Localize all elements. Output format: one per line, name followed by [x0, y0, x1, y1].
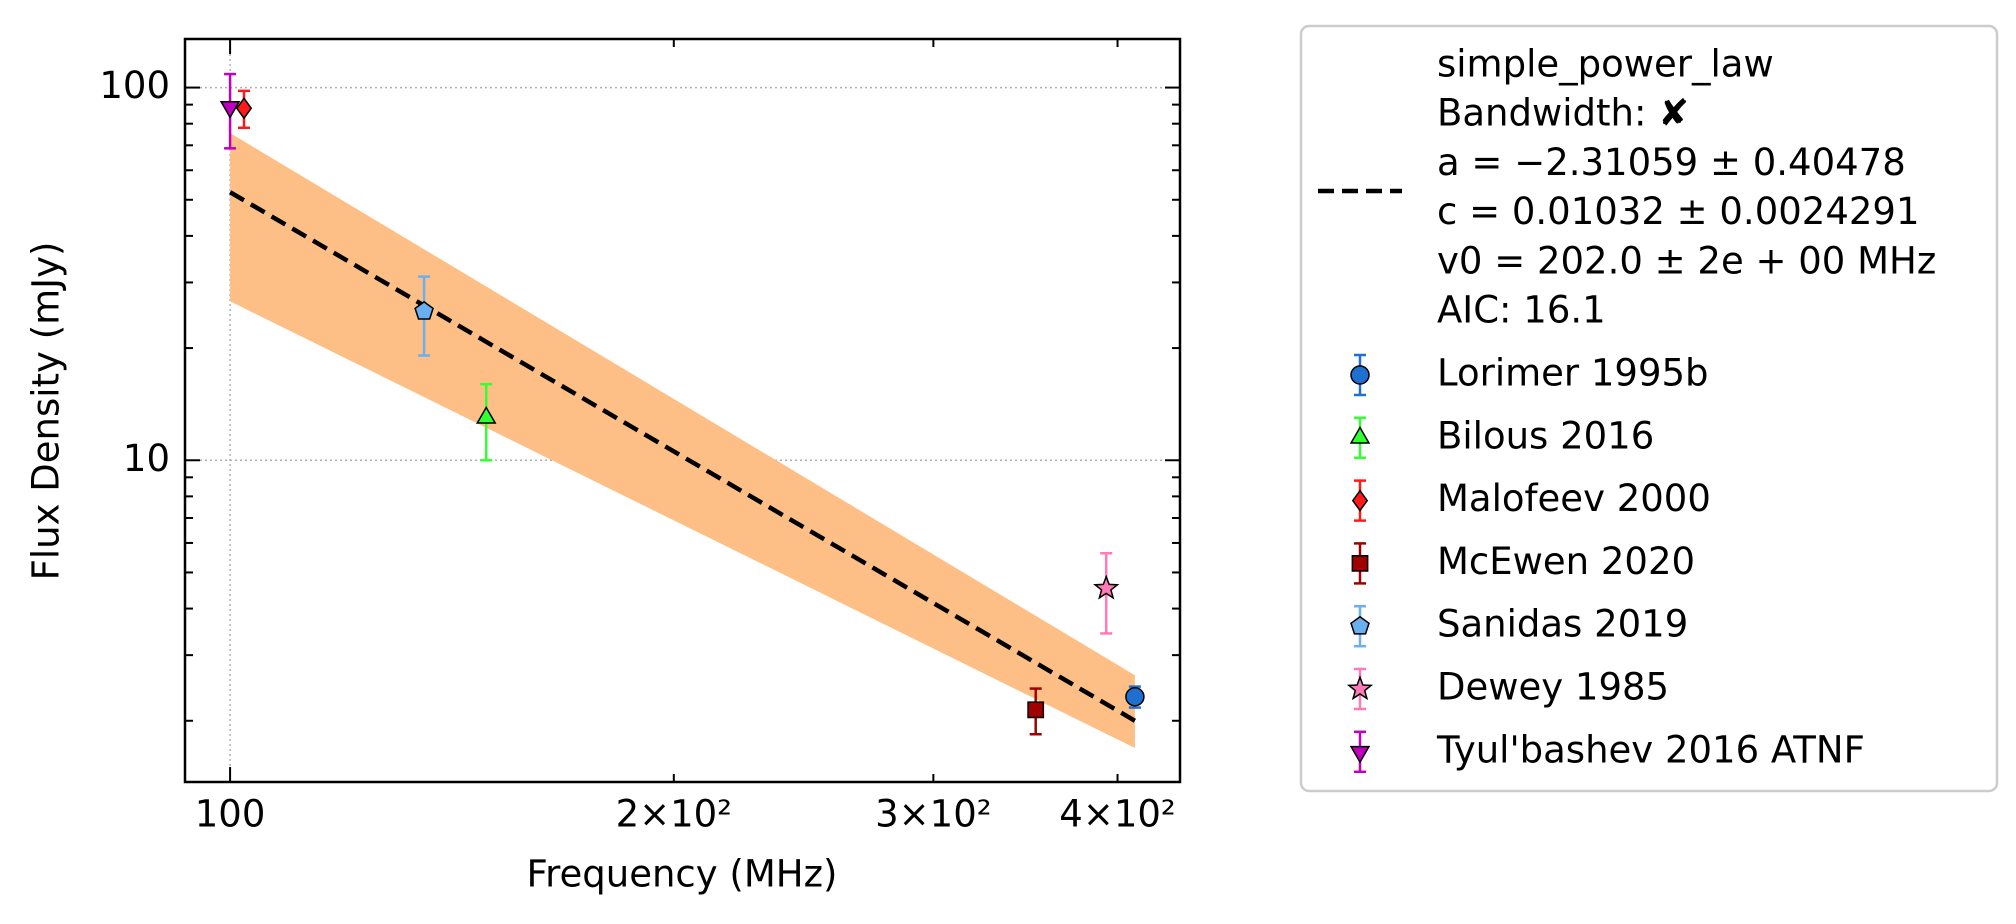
legend-label: c = 0.01032 ± 0.0024291: [1437, 190, 1919, 233]
legend-label: Malofeev 2000: [1437, 477, 1711, 520]
legend-label: Sanidas 2019: [1437, 603, 1688, 646]
marker: [1027, 701, 1045, 719]
y-axis-label: Flux Density (mJy): [25, 242, 68, 581]
legend-marker: [1350, 615, 1370, 635]
legend-marker: [1351, 489, 1369, 512]
x-axis-label: Frequency (MHz): [527, 853, 838, 896]
legend-label: v0 = 202.0 ± 2e + 00 MHz: [1437, 239, 1936, 282]
legend-marker: [1350, 365, 1370, 385]
legend-label: Bandwidth: ✘: [1437, 92, 1689, 135]
x-tick-label: 4×10²: [1059, 793, 1175, 836]
legend-label: simple_power_law: [1437, 43, 1774, 86]
marker: [1125, 686, 1145, 707]
legend-label: Lorimer 1995b: [1437, 352, 1709, 395]
marker: [219, 101, 241, 119]
legend-marker: [1349, 745, 1371, 764]
legend-box: [1299, 24, 1999, 793]
fit-line: [228, 190, 1137, 723]
marker: [414, 300, 434, 320]
legend-label: McEwen 2020: [1437, 540, 1695, 583]
legend-marker: [1349, 425, 1371, 444]
x-tick-label: 100: [195, 793, 266, 836]
marker: [235, 97, 253, 120]
legend: simple_power_law Bandwidth: ✘ a = −2.31059…: [1318, 43, 1936, 774]
x-tick-label: 3×10²: [875, 793, 991, 836]
legend-label: a = −2.31059 ± 0.40478: [1437, 141, 1906, 184]
legend-marker: [1351, 555, 1369, 572]
legend-label: Dewey 1985: [1437, 666, 1669, 709]
y-tick-label: 10: [123, 437, 170, 480]
legend-marker: [1346, 675, 1374, 701]
legend-label: AIC: 16.1: [1437, 289, 1606, 332]
x-tick-label: 2×10²: [616, 793, 732, 836]
fit-band: [230, 133, 1135, 749]
marker: [1093, 574, 1120, 600]
axes-frame: [183, 37, 1182, 784]
marker: [475, 405, 497, 424]
plot-area: 100 2×10² 3×10² 4×10² 10 100: [99, 37, 1182, 836]
y-tick-label: 100: [99, 64, 170, 107]
plot-inner: [185, 39, 1180, 782]
legend-label: Tyul'bashev 2016 ATNF: [1436, 728, 1865, 771]
legend-label: Bilous 2016: [1437, 414, 1654, 457]
